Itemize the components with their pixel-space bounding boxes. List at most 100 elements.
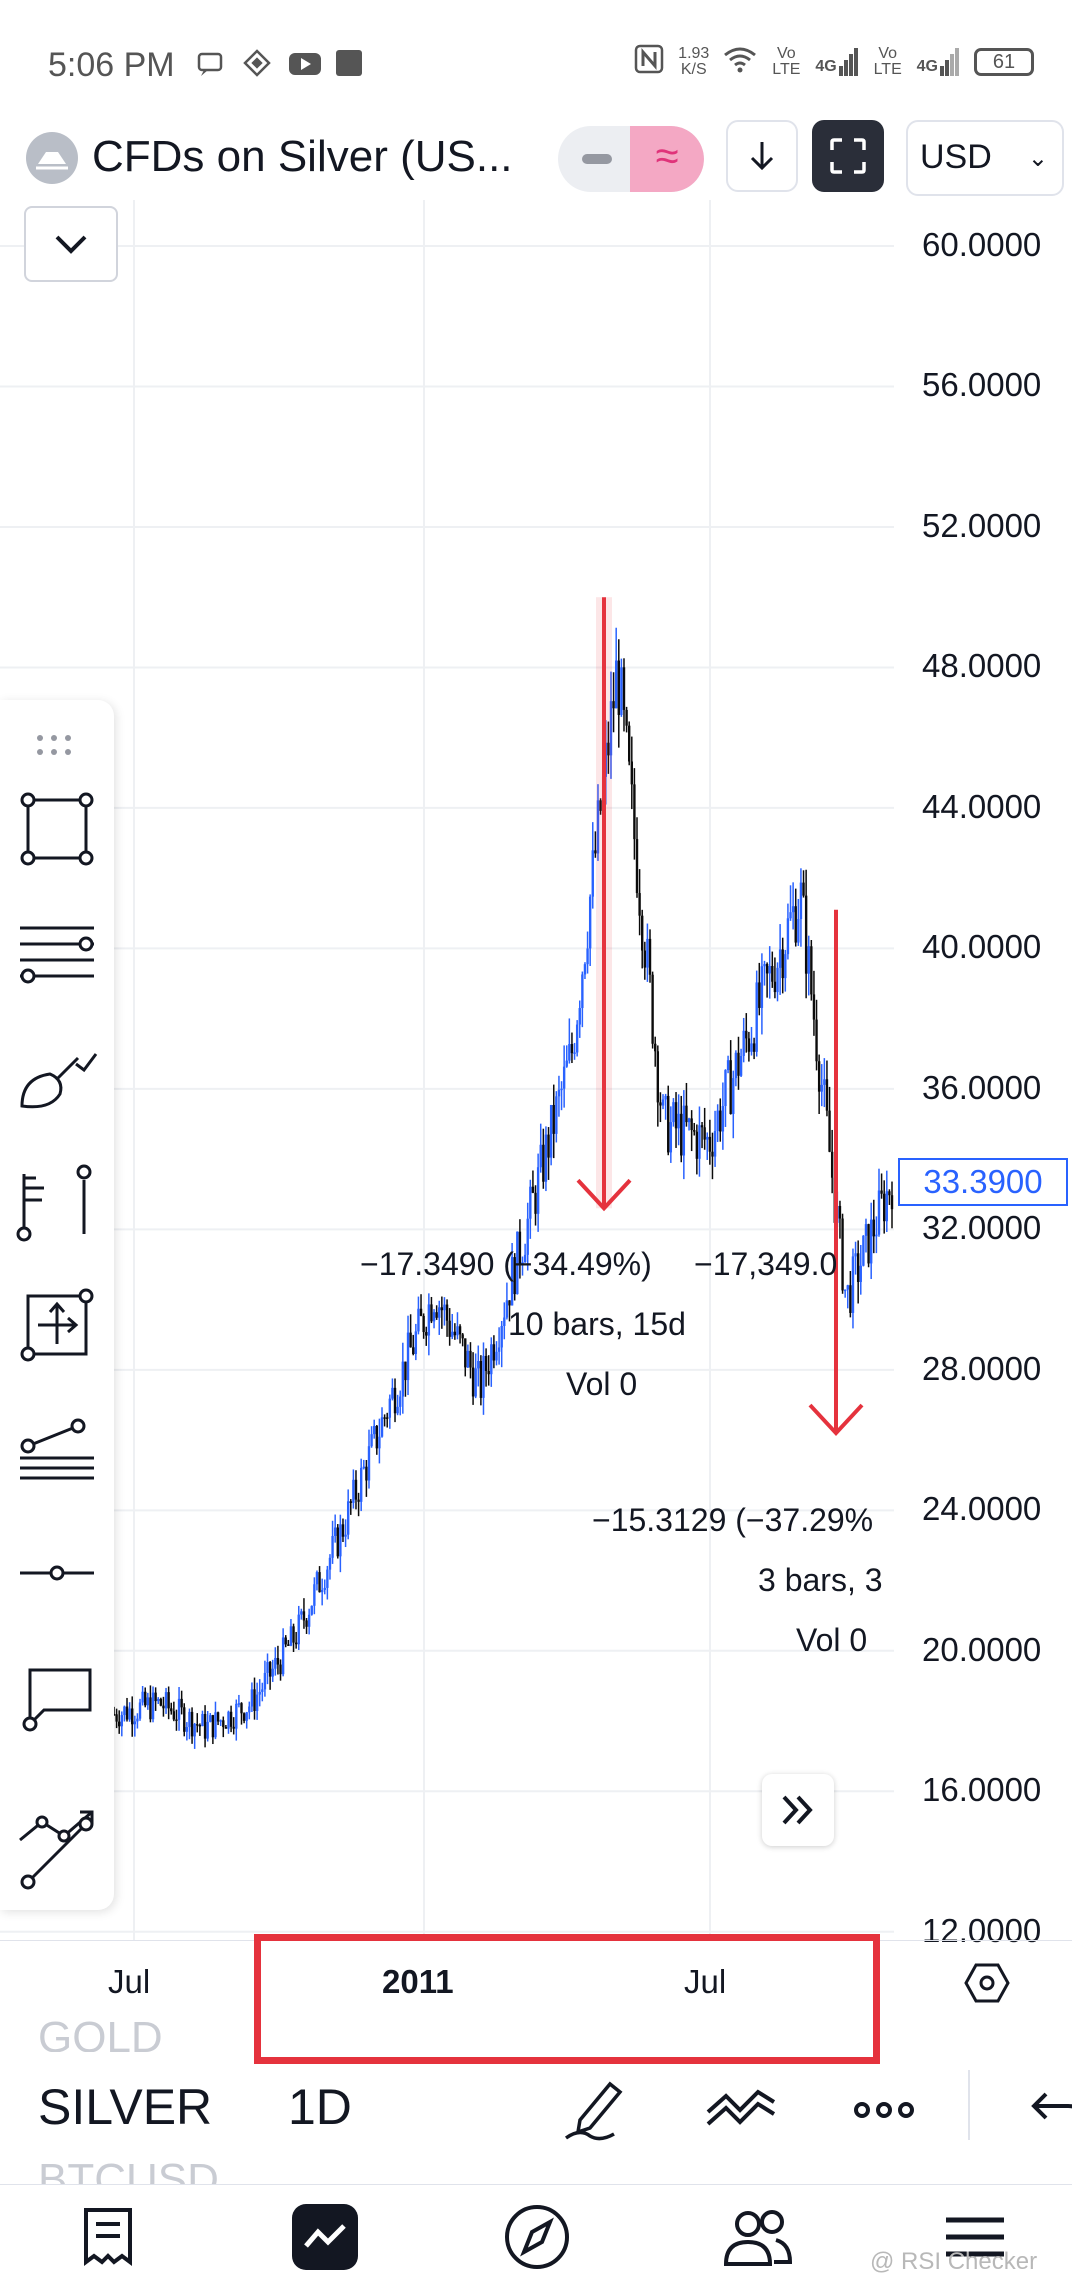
- price-label: 52.0000: [922, 506, 1042, 544]
- candle-body: [544, 1134, 548, 1182]
- candle-body: [461, 1334, 464, 1339]
- candle-body: [581, 974, 584, 1009]
- candle-body: [794, 906, 797, 943]
- trend-fib-tool[interactable]: [14, 1406, 100, 1492]
- nav-menu[interactable]: [938, 2200, 1012, 2274]
- toolbar-drag-handle[interactable]: [14, 720, 100, 770]
- battery-indicator: 61: [974, 47, 1034, 76]
- candle-body: [859, 1265, 862, 1282]
- indicators-button[interactable]: [704, 2076, 776, 2142]
- prev-symbol[interactable]: GOLD: [38, 2013, 163, 2052]
- candle-body: [292, 1626, 295, 1643]
- fullscreen-button[interactable]: [812, 120, 884, 192]
- wave-icon: ≈: [630, 126, 704, 192]
- wifi-icon: [723, 45, 757, 78]
- current-symbol[interactable]: SILVER: [38, 2079, 213, 2135]
- path-tool[interactable]: [14, 1778, 100, 1864]
- undo-button[interactable]: [1024, 2076, 1072, 2142]
- candle-body: [393, 1387, 397, 1414]
- candle-body: [513, 1257, 516, 1295]
- candle-body: [391, 1387, 394, 1399]
- candle-body: [817, 1061, 821, 1092]
- signal-1: 4G: [815, 47, 858, 76]
- candle-body: [159, 1698, 163, 1706]
- symbol-title[interactable]: CFDs on Silver (US...: [92, 132, 513, 181]
- trend-line-tool-icon-wrap[interactable]: [14, 1810, 100, 1896]
- candle-body: [716, 1110, 719, 1132]
- symbol-logo[interactable]: [26, 132, 78, 184]
- candle-body: [201, 1714, 204, 1726]
- candle-body: [771, 965, 774, 982]
- candle-body: [206, 1721, 209, 1739]
- chart-settings-button[interactable]: [964, 1960, 1010, 2006]
- candle-body: [573, 1052, 576, 1054]
- measure-arrow-head: [576, 1178, 632, 1212]
- candle-series: [112, 627, 894, 1749]
- candle-body: [633, 784, 636, 840]
- candle-body: [430, 1304, 433, 1322]
- candle-body: [497, 1347, 501, 1352]
- nav-chart[interactable]: [288, 2200, 362, 2274]
- measure-tool[interactable]: [14, 1282, 100, 1368]
- nav-explore[interactable]: [500, 2200, 574, 2274]
- message-icon: [196, 48, 226, 78]
- candle-body: [648, 938, 652, 975]
- candle-body: [703, 1127, 706, 1140]
- candle-body: [222, 1720, 225, 1728]
- forecast-tool[interactable]: [14, 1158, 100, 1244]
- candle-body: [586, 948, 589, 965]
- candle-body: [167, 1692, 170, 1709]
- candle-body: [445, 1304, 449, 1321]
- next-symbol[interactable]: BTCUSD: [38, 2158, 219, 2184]
- horizontal-ray-tool[interactable]: [14, 1530, 100, 1616]
- currency-select[interactable]: USD ⌄: [906, 120, 1064, 196]
- candle-body: [177, 1698, 181, 1720]
- candle-body: [378, 1436, 381, 1449]
- candle-body: [726, 1060, 730, 1071]
- scroll-to-realtime-button[interactable]: [762, 1774, 834, 1846]
- candle-body: [820, 1084, 823, 1092]
- measure1-change: −17.3490 (−34.49%): [360, 1246, 652, 1282]
- candle-body: [474, 1368, 477, 1397]
- callout-tool[interactable]: [14, 1654, 100, 1740]
- collapse-header-button[interactable]: [24, 206, 118, 282]
- candle-body: [396, 1406, 399, 1414]
- measure-drawings: [576, 597, 864, 1436]
- download-button[interactable]: [726, 120, 798, 192]
- candle-body: [344, 1534, 347, 1537]
- more-button[interactable]: [850, 2076, 920, 2142]
- candle-body: [755, 982, 758, 1052]
- time-label-jul-2011: Jul: [684, 1963, 727, 2000]
- drawings-button[interactable]: [560, 2076, 630, 2142]
- candle-body: [466, 1350, 470, 1368]
- nfc-icon: [634, 44, 664, 79]
- candle-body: [552, 1104, 555, 1134]
- candle-body: [448, 1320, 451, 1337]
- candle-body: [242, 1713, 246, 1721]
- chart-style-toggle[interactable]: ≈: [558, 126, 704, 192]
- double-chevron-right-icon: [782, 1795, 813, 1825]
- nav-watchlist[interactable]: [72, 2200, 146, 2274]
- candle-body: [695, 1131, 699, 1159]
- candle-body: [560, 1088, 563, 1091]
- price-chart[interactable]: [0, 200, 1072, 1940]
- candle-body: [526, 1218, 529, 1255]
- candle-body: [477, 1361, 480, 1369]
- fib-retracement-tool[interactable]: [14, 910, 100, 996]
- candle-body: [841, 1218, 844, 1291]
- candle-body: [503, 1317, 506, 1326]
- candle-body: [641, 915, 644, 951]
- candle-body: [188, 1711, 191, 1728]
- candle-body: [352, 1479, 355, 1503]
- rectangle-tool[interactable]: [14, 786, 100, 872]
- candle-body: [711, 1151, 714, 1157]
- brush-tool[interactable]: [14, 1034, 100, 1120]
- candle-body: [882, 1193, 886, 1222]
- nav-community[interactable]: [720, 2200, 794, 2274]
- interval-button[interactable]: 1D: [288, 2079, 352, 2135]
- candle-body: [302, 1611, 306, 1621]
- candle-body: [877, 1190, 881, 1235]
- candle-body: [164, 1692, 168, 1709]
- candle-body: [807, 946, 810, 974]
- chart-icon: [292, 2204, 358, 2270]
